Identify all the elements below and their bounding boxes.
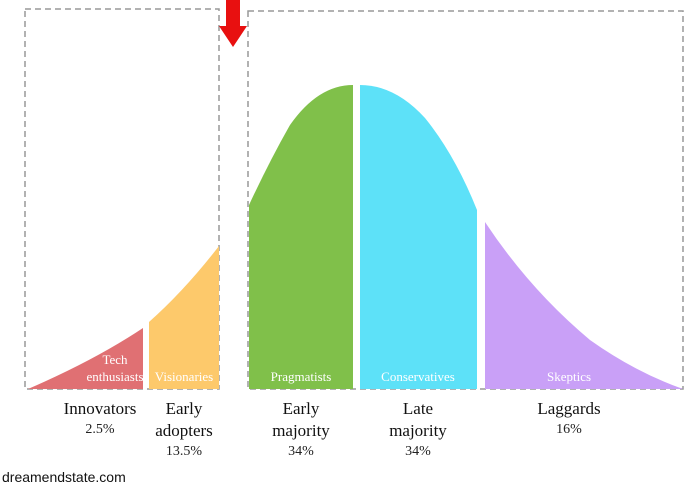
segment-inner-label: Conservatives <box>381 369 455 384</box>
segment-name: majority <box>272 421 330 440</box>
segment-name: adopters <box>155 421 213 440</box>
segment-name: Early <box>283 399 320 418</box>
segment-name: Late <box>403 399 433 418</box>
labels: Tech enthusiasts Innovators 2.5% Visionaries… <box>64 352 601 459</box>
segment-inner-label: Skeptics <box>547 369 591 384</box>
segment-share: 34% <box>288 444 314 459</box>
segment-share: 13.5% <box>166 444 203 459</box>
segment-inner-label: Visionaries <box>155 369 213 384</box>
segment-inner-label: Pragmatists <box>271 369 332 384</box>
segment-name: Laggards <box>537 399 600 418</box>
laggards-area <box>485 222 683 389</box>
segment-name: majority <box>389 421 447 440</box>
chasm-arrow <box>219 0 247 47</box>
segment-share: 34% <box>405 444 431 459</box>
segment-share: 2.5% <box>85 422 115 437</box>
segment-inner-label: enthusiasts <box>86 369 143 384</box>
early-majority-area <box>249 85 353 389</box>
segment-name: Early <box>166 399 203 418</box>
segment-share: 16% <box>556 422 582 437</box>
late-majority-area <box>360 85 477 389</box>
early-adopters-area <box>149 246 219 389</box>
segment-name: Innovators <box>64 399 137 418</box>
innovators-area <box>28 328 143 389</box>
segment-inner-label: Tech <box>102 352 128 367</box>
footer: dreamendstate.com <box>2 469 126 485</box>
